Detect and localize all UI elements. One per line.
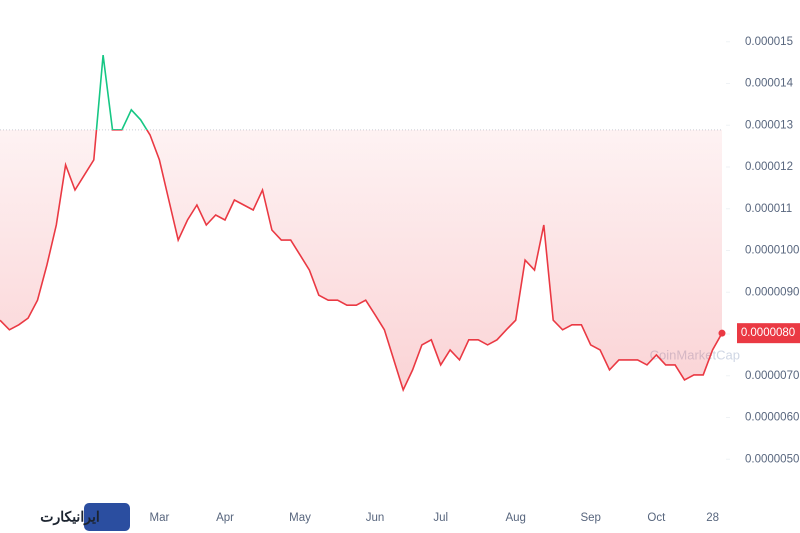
x-tick-label: Apr xyxy=(216,512,234,524)
x-tick-label: Mar xyxy=(149,512,169,524)
x-tick-label: Jul xyxy=(433,512,448,524)
logo-text: ایرانیکارت xyxy=(40,509,99,526)
y-tick-label: 0.000013 xyxy=(745,119,793,131)
line-down xyxy=(0,129,723,393)
y-tick-label: 0.000015 xyxy=(745,36,793,48)
y-tick-label: 0.0000100 xyxy=(745,245,799,257)
y-tick-label: 0.0000050 xyxy=(745,453,799,465)
y-tick-label: 0.0000070 xyxy=(745,370,799,382)
line-up xyxy=(95,55,148,130)
y-tick-label: 0.0000090 xyxy=(745,286,799,298)
logo-box xyxy=(84,503,130,531)
y-tick-label: 0.0000060 xyxy=(745,412,799,424)
x-tick-label: 28 xyxy=(706,512,719,524)
logo: ایرانیکارت xyxy=(40,503,130,531)
x-tick-label: Oct xyxy=(647,512,666,524)
y-tick-label: 0.000014 xyxy=(745,78,794,90)
last-value-label: 0.0000080 xyxy=(741,327,795,339)
y-tick-label: 0.000012 xyxy=(745,161,793,173)
x-tick-label: May xyxy=(289,512,311,524)
last-point xyxy=(718,329,726,337)
x-tick-label: Jun xyxy=(366,512,385,524)
y-tick-label: 0.000011 xyxy=(745,203,792,215)
last-value-box xyxy=(737,323,800,344)
x-tick-label: Aug xyxy=(505,512,525,524)
area xyxy=(0,129,722,390)
x-tick-label: Sep xyxy=(580,512,600,524)
